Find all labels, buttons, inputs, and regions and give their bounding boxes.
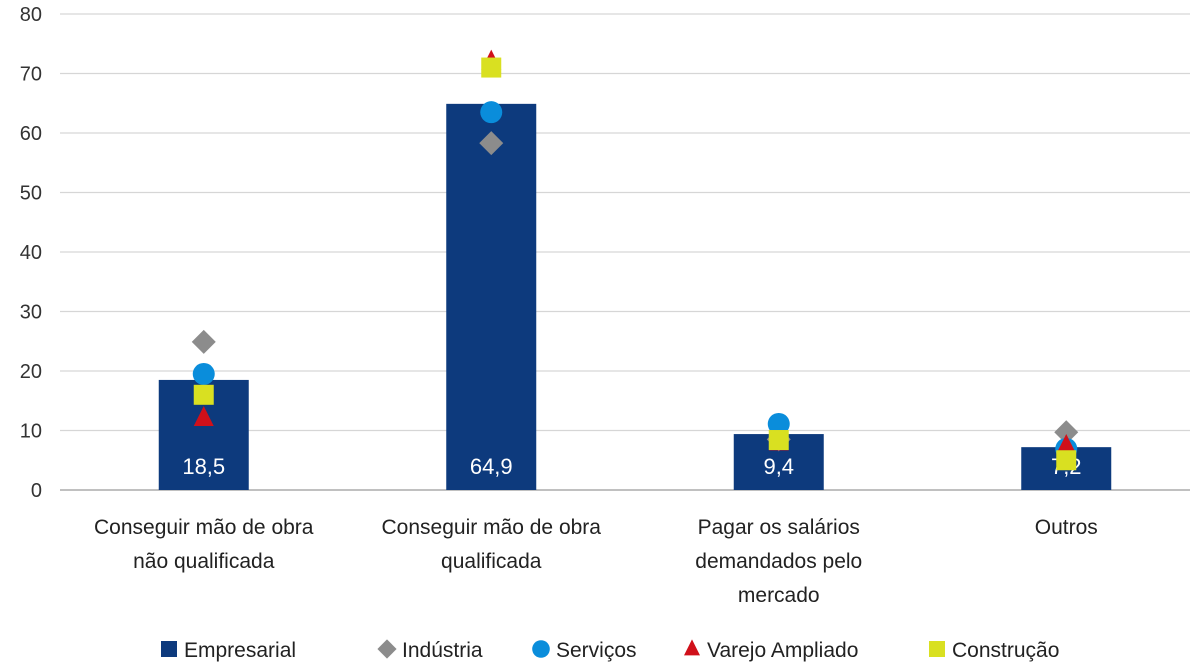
bar-empresarial [446,103,537,490]
legend-item: Serviços [532,639,637,662]
marker-diamond [479,131,504,156]
x-tick-label: Conseguir mão de obra [382,516,602,539]
x-tick-label: demandados pelo [695,550,862,573]
y-tick-label: 30 [20,302,42,324]
legend-marker-triangle [684,639,700,656]
marker-square [1056,450,1077,471]
marker-diamond [1054,420,1079,445]
legend-marker-square [929,641,945,657]
x-tick-label: mercado [738,584,820,607]
legend-item: Indústria [377,639,483,662]
marker-square [193,384,214,405]
marker-circle [767,412,790,435]
marker-square [768,430,789,451]
marker-diamond [191,329,216,354]
data-label: 18,5 [182,454,225,479]
legend-label: Serviços [556,639,637,662]
y-tick-label: 70 [20,64,42,86]
y-tick-label: 60 [20,123,42,145]
marker-circle [480,101,503,124]
legend-label: Varejo Ampliado [707,639,858,662]
marker-triangle [1056,433,1077,454]
legend-label: Construção [952,639,1059,662]
x-tick-label: Pagar os salários [698,516,860,539]
legend-marker-bar [161,641,177,657]
y-tick-label: 0 [31,480,42,502]
legend-marker-circle [532,640,550,658]
y-tick-label: 80 [20,4,42,26]
x-tick-label: Conseguir mão de obra [94,516,314,539]
legend-item: Empresarial [161,639,296,662]
legend-label: Indústria [402,639,483,662]
marker-triangle [193,406,214,427]
y-tick-label: 10 [20,421,42,443]
legend-label: Empresarial [184,639,296,662]
data-label: 9,4 [763,454,794,479]
marker-square [481,57,502,78]
x-tick-label: Outros [1035,516,1098,539]
marker-circle [192,362,215,385]
y-tick-label: 40 [20,242,42,264]
y-tick-label: 50 [20,183,42,205]
legend-marker-diamond [377,639,397,659]
y-tick-label: 20 [20,361,42,383]
data-label: 64,9 [470,454,513,479]
x-tick-label: qualificada [441,550,542,573]
legend-item: Varejo Ampliado [684,639,858,662]
legend-item: Construção [929,639,1059,662]
x-tick-label: não qualificada [133,550,275,573]
